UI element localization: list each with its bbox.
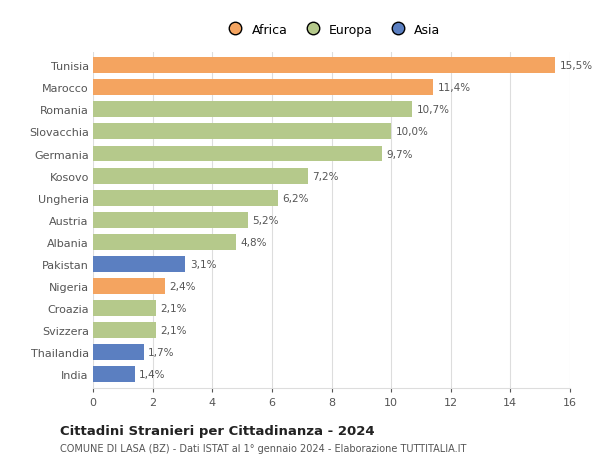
Bar	[93, 213, 248, 228]
Text: 10,7%: 10,7%	[416, 105, 449, 115]
Text: 9,7%: 9,7%	[386, 149, 413, 159]
Bar	[93, 301, 155, 316]
Bar	[93, 146, 382, 162]
Text: 5,2%: 5,2%	[253, 215, 279, 225]
Legend: Africa, Europa, Asia: Africa, Europa, Asia	[218, 19, 445, 42]
Text: 15,5%: 15,5%	[560, 61, 593, 71]
Text: COMUNE DI LASA (BZ) - Dati ISTAT al 1° gennaio 2024 - Elaborazione TUTTITALIA.IT: COMUNE DI LASA (BZ) - Dati ISTAT al 1° g…	[60, 443, 466, 453]
Bar	[93, 345, 143, 360]
Bar	[93, 168, 308, 184]
Text: 2,4%: 2,4%	[169, 281, 196, 291]
Bar	[93, 102, 412, 118]
Bar	[93, 279, 164, 294]
Text: 2,1%: 2,1%	[160, 325, 187, 336]
Text: 11,4%: 11,4%	[437, 83, 470, 93]
Bar	[93, 235, 236, 250]
Bar	[93, 58, 555, 74]
Text: 7,2%: 7,2%	[312, 171, 338, 181]
Text: 2,1%: 2,1%	[160, 303, 187, 313]
Text: 1,4%: 1,4%	[139, 369, 166, 380]
Bar	[93, 124, 391, 140]
Text: 4,8%: 4,8%	[241, 237, 267, 247]
Text: 3,1%: 3,1%	[190, 259, 217, 269]
Bar	[93, 190, 278, 206]
Bar	[93, 257, 185, 272]
Bar	[93, 323, 155, 338]
Bar	[93, 367, 135, 382]
Text: 10,0%: 10,0%	[395, 127, 428, 137]
Text: 6,2%: 6,2%	[283, 193, 309, 203]
Text: Cittadini Stranieri per Cittadinanza - 2024: Cittadini Stranieri per Cittadinanza - 2…	[60, 425, 374, 437]
Bar	[93, 80, 433, 96]
Text: 1,7%: 1,7%	[148, 347, 175, 358]
